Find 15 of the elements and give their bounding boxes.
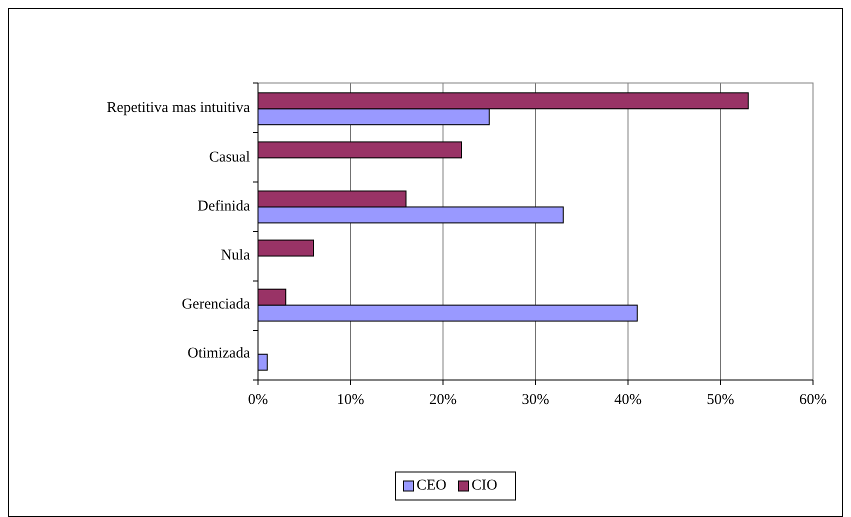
x-tick-label: 40% [614, 392, 642, 408]
legend-label: CEO [416, 477, 447, 494]
y-tick-label: Nula [220, 247, 250, 264]
legend-label: CIO [472, 477, 498, 494]
y-tick-label: Gerenciada [182, 296, 250, 313]
y-tick-label: Definida [198, 198, 250, 214]
x-tick-label: 0% [248, 392, 268, 408]
y-tick-label: Repetitiva mas intuitiva [106, 100, 250, 116]
x-tick-label: 50% [706, 392, 734, 408]
y-tick-label: Otimizada [188, 346, 250, 362]
x-tick-label: 60% [799, 392, 827, 408]
x-tick-label: 30% [522, 392, 550, 408]
x-tick-label: 20% [429, 392, 457, 408]
y-tick-label: Casual [209, 149, 250, 166]
x-tick-label: 10% [336, 392, 364, 408]
